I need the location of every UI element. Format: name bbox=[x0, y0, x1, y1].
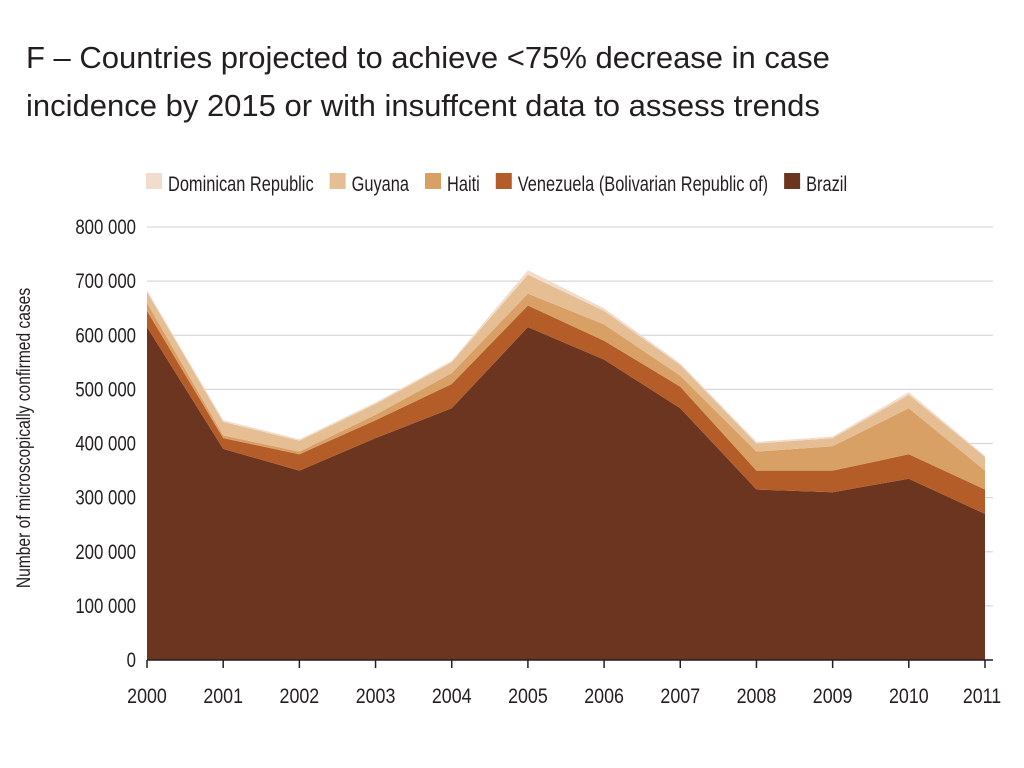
chart-title: F – Countries projected to achieve <75% … bbox=[26, 34, 986, 130]
x-tick-label: 2007 bbox=[660, 685, 700, 709]
y-tick-label: 700 000 bbox=[75, 270, 136, 293]
chart-title-line-2: incidence by 2015 or with insuffcent dat… bbox=[26, 88, 820, 123]
x-tick-label: 2003 bbox=[356, 685, 396, 709]
area-series bbox=[147, 270, 985, 660]
x-tick-label: 2006 bbox=[584, 685, 624, 709]
legend-swatch bbox=[329, 173, 346, 189]
x-tick-label: 2009 bbox=[813, 685, 853, 709]
legend-label: Guyana bbox=[352, 172, 410, 195]
legend-label: Dominican Republic bbox=[168, 172, 314, 195]
y-tick-label: 100 000 bbox=[75, 595, 136, 618]
y-tick-label: 500 000 bbox=[75, 379, 136, 402]
y-tick-label: 0 bbox=[127, 649, 136, 672]
y-axis-title: Number of microscopically confirmed case… bbox=[13, 288, 35, 588]
y-tick-label: 800 000 bbox=[75, 216, 136, 239]
x-tick-label: 2011 bbox=[963, 685, 1001, 709]
legend-label: Venezuela (Bolivarian Republic of) bbox=[518, 172, 768, 195]
chart-title-line-1: F – Countries projected to achieve <75% … bbox=[26, 40, 830, 75]
legend-swatch bbox=[784, 173, 801, 189]
legend: Dominican Republic Guyana Haiti Venezuela (… bbox=[146, 172, 847, 195]
legend-item: Haiti bbox=[425, 172, 480, 195]
legend-label: Haiti bbox=[447, 172, 480, 195]
legend-swatch bbox=[146, 173, 162, 189]
y-tick-label: 300 000 bbox=[75, 487, 136, 510]
area-guyana bbox=[147, 274, 985, 471]
y-tick-label: 200 000 bbox=[75, 541, 136, 564]
area-brazil bbox=[147, 327, 985, 660]
x-tick-label: 2010 bbox=[889, 685, 929, 709]
x-tick-label: 2004 bbox=[432, 685, 472, 709]
legend-item: Guyana bbox=[329, 172, 410, 195]
y-tick-label: 600 000 bbox=[75, 325, 136, 348]
x-tick-label: 2002 bbox=[280, 685, 320, 709]
legend-item: Dominican Republic bbox=[146, 172, 314, 195]
legend-label: Brazil bbox=[806, 172, 847, 195]
legend-item: Venezuela (Bolivarian Republic of) bbox=[495, 172, 768, 195]
y-tick-label: 400 000 bbox=[75, 433, 136, 456]
axes: 2000 2001 2002 2003 2004 2005 2006 2007 2008 2009… bbox=[127, 659, 1001, 709]
legend-item: Brazil bbox=[784, 172, 847, 195]
x-tick-label: 2005 bbox=[508, 685, 548, 709]
legend-swatch bbox=[425, 173, 442, 189]
legend-swatch bbox=[495, 173, 512, 189]
x-tick-label: 2000 bbox=[127, 685, 167, 709]
x-tick-label: 2001 bbox=[203, 685, 243, 709]
x-tick-label: 2008 bbox=[737, 685, 777, 709]
